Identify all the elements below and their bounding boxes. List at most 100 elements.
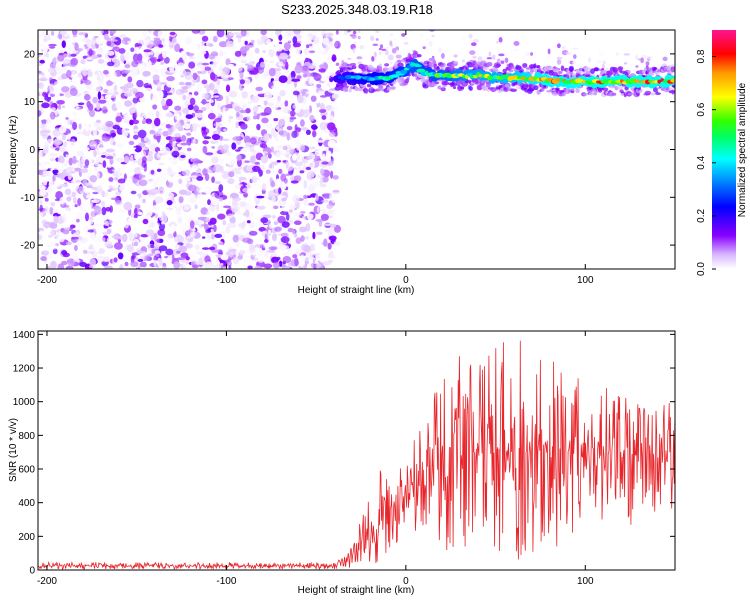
spectrogram-signal-layer bbox=[332, 50, 675, 98]
noise-cell bbox=[103, 88, 109, 94]
noise-cell bbox=[328, 160, 335, 165]
noise-cell bbox=[92, 96, 98, 104]
noise-cell bbox=[185, 114, 194, 119]
noise-cell bbox=[289, 110, 296, 117]
noise-cell bbox=[504, 57, 509, 63]
noise-cell bbox=[63, 159, 68, 167]
noise-cell bbox=[59, 30, 67, 35]
noise-cell bbox=[662, 56, 668, 62]
noise-cell bbox=[331, 198, 339, 203]
noise-cell bbox=[57, 263, 65, 269]
noise-cell bbox=[113, 242, 123, 250]
noise-cell bbox=[94, 48, 103, 57]
noise-cell bbox=[247, 45, 255, 48]
noise-cell bbox=[67, 258, 75, 267]
noise-cell bbox=[104, 240, 113, 248]
noise-cell bbox=[254, 247, 259, 253]
noise-cell bbox=[134, 66, 140, 72]
noise-cell bbox=[52, 248, 58, 255]
noise-cell bbox=[96, 150, 101, 155]
noise-cell bbox=[375, 38, 379, 41]
noise-cell bbox=[385, 46, 389, 51]
noise-cell bbox=[359, 45, 364, 50]
noise-cell bbox=[226, 40, 235, 48]
noise-cell bbox=[299, 144, 305, 152]
noise-cell bbox=[513, 41, 520, 46]
noise-cell bbox=[187, 104, 194, 111]
noise-cell bbox=[319, 103, 325, 110]
noise-cell bbox=[264, 239, 269, 243]
snr-y-label: SNR (10 * v/v) bbox=[8, 418, 19, 482]
noise-cell bbox=[233, 136, 241, 141]
noise-cell bbox=[44, 56, 48, 63]
noise-cell bbox=[49, 83, 55, 91]
noise-cell bbox=[204, 66, 212, 71]
noise-cell bbox=[122, 73, 127, 77]
signal-halo-cell bbox=[502, 68, 507, 73]
noise-cell bbox=[498, 53, 505, 57]
noise-cell bbox=[133, 134, 139, 140]
noise-cell bbox=[162, 50, 167, 59]
noise-cell bbox=[278, 34, 283, 41]
noise-cell bbox=[187, 95, 192, 99]
noise-cell bbox=[313, 240, 322, 249]
noise-cell bbox=[61, 260, 68, 266]
noise-cell bbox=[277, 145, 284, 149]
signal-halo-cell bbox=[555, 87, 560, 91]
noise-cell bbox=[201, 79, 208, 85]
noise-cell bbox=[199, 147, 203, 154]
noise-cell bbox=[219, 158, 224, 166]
noise-cell bbox=[80, 105, 84, 110]
noise-cell bbox=[271, 106, 279, 110]
noise-cell bbox=[305, 91, 311, 95]
noise-cell bbox=[47, 67, 55, 73]
noise-cell bbox=[266, 249, 275, 253]
noise-cell bbox=[148, 51, 154, 55]
noise-cell bbox=[317, 260, 321, 264]
noise-cell bbox=[49, 207, 54, 215]
noise-cell bbox=[330, 106, 338, 112]
signal-halo-cell bbox=[334, 86, 341, 91]
noise-cell bbox=[112, 124, 120, 130]
noise-cell bbox=[109, 205, 113, 213]
noise-cell bbox=[162, 262, 166, 267]
signal-halo-cell bbox=[601, 69, 607, 74]
noise-cell bbox=[556, 59, 562, 65]
signal-halo-cell bbox=[416, 54, 422, 58]
noise-cell bbox=[147, 150, 153, 156]
noise-cell bbox=[181, 169, 191, 177]
noise-cell bbox=[127, 217, 137, 224]
noise-cell bbox=[232, 234, 239, 243]
noise-cell bbox=[278, 41, 283, 45]
noise-cell bbox=[281, 221, 290, 228]
noise-cell bbox=[135, 91, 144, 99]
noise-cell bbox=[264, 70, 271, 77]
noise-cell bbox=[323, 238, 328, 247]
noise-cell bbox=[251, 176, 258, 184]
noise-cell bbox=[249, 89, 258, 95]
noise-cell bbox=[85, 212, 89, 222]
noise-cell bbox=[143, 49, 152, 53]
noise-cell bbox=[120, 107, 128, 115]
noise-cell bbox=[147, 30, 152, 34]
noise-cell bbox=[292, 194, 300, 204]
noise-cell bbox=[319, 64, 325, 69]
noise-cell bbox=[321, 161, 329, 165]
noise-cell bbox=[175, 244, 181, 249]
noise-cell bbox=[202, 236, 206, 239]
noise-cell bbox=[49, 111, 56, 120]
noise-cell bbox=[182, 52, 187, 60]
noise-cell bbox=[225, 58, 231, 66]
signal-halo-cell bbox=[495, 63, 502, 67]
noise-cell bbox=[207, 206, 216, 212]
noise-cell bbox=[127, 40, 134, 44]
noise-cell bbox=[196, 251, 204, 255]
noise-cell bbox=[134, 111, 138, 118]
noise-cell bbox=[544, 55, 551, 61]
noise-cell bbox=[183, 118, 191, 122]
noise-cell bbox=[329, 212, 338, 219]
noise-cell bbox=[250, 39, 255, 45]
noise-cell bbox=[158, 245, 168, 252]
noise-cell bbox=[282, 145, 288, 151]
noise-cell bbox=[227, 213, 234, 219]
